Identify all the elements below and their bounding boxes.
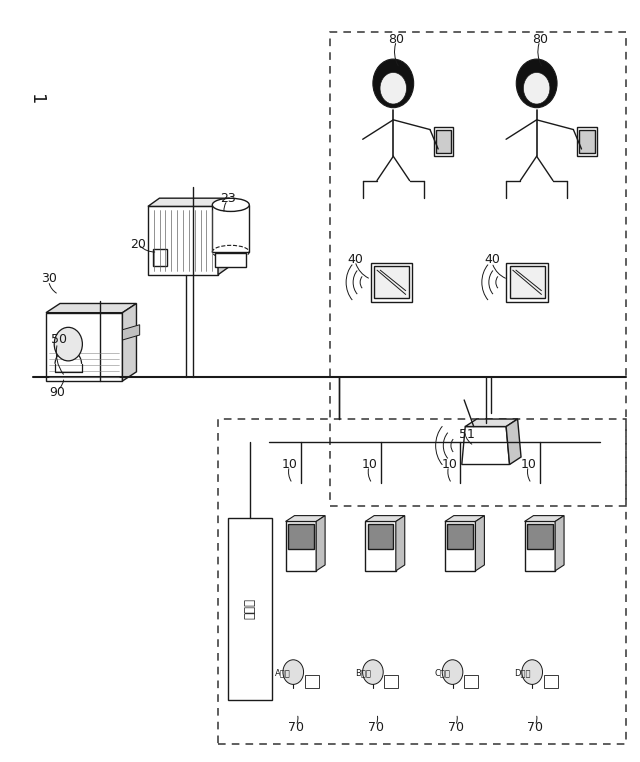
- Bar: [148, 207, 218, 275]
- Bar: [434, 127, 453, 156]
- Text: 30: 30: [41, 272, 57, 285]
- Circle shape: [373, 59, 413, 107]
- Text: 10: 10: [442, 458, 458, 471]
- Bar: [577, 127, 596, 156]
- Text: 40: 40: [484, 253, 500, 266]
- Ellipse shape: [212, 198, 249, 211]
- Bar: [368, 524, 394, 549]
- Text: 70: 70: [289, 722, 305, 735]
- Circle shape: [380, 72, 406, 104]
- Text: 70: 70: [527, 722, 543, 735]
- Bar: [385, 675, 398, 689]
- Polygon shape: [285, 516, 325, 521]
- Bar: [228, 517, 271, 700]
- Bar: [506, 263, 548, 302]
- Text: Cさん: Cさん: [435, 669, 451, 678]
- Text: 10: 10: [282, 458, 298, 471]
- Bar: [509, 267, 545, 298]
- Polygon shape: [462, 427, 509, 465]
- Polygon shape: [122, 303, 136, 381]
- Bar: [288, 524, 314, 549]
- Bar: [365, 521, 396, 571]
- Polygon shape: [122, 325, 140, 340]
- Text: Aさん: Aさん: [275, 669, 291, 678]
- Text: 各居間: 各居間: [243, 598, 257, 620]
- Polygon shape: [316, 516, 325, 571]
- Text: 20: 20: [131, 238, 147, 251]
- Polygon shape: [445, 516, 484, 521]
- Circle shape: [516, 59, 557, 107]
- Text: 51: 51: [459, 427, 474, 440]
- Text: 70: 70: [368, 722, 384, 735]
- Polygon shape: [555, 516, 564, 571]
- Circle shape: [522, 660, 543, 684]
- Text: 80: 80: [532, 33, 548, 46]
- Bar: [371, 263, 412, 302]
- Circle shape: [283, 660, 303, 684]
- Polygon shape: [46, 303, 136, 312]
- Polygon shape: [396, 516, 404, 571]
- Polygon shape: [365, 516, 404, 521]
- Bar: [445, 521, 476, 571]
- Bar: [212, 205, 249, 252]
- Polygon shape: [506, 419, 521, 465]
- Text: Bさん: Bさん: [355, 669, 371, 678]
- Text: 40: 40: [347, 253, 363, 266]
- Bar: [305, 675, 319, 689]
- Bar: [464, 675, 478, 689]
- Text: 1: 1: [28, 94, 45, 106]
- Polygon shape: [525, 516, 564, 521]
- Bar: [436, 130, 451, 153]
- Text: 23: 23: [220, 192, 236, 205]
- Bar: [374, 267, 409, 298]
- Polygon shape: [476, 516, 484, 571]
- Polygon shape: [465, 419, 518, 427]
- Bar: [447, 524, 473, 549]
- Text: 10: 10: [521, 458, 537, 471]
- Circle shape: [442, 660, 463, 684]
- Bar: [153, 249, 167, 266]
- Bar: [543, 675, 557, 689]
- Polygon shape: [218, 198, 230, 275]
- Bar: [216, 254, 246, 267]
- Polygon shape: [148, 198, 230, 207]
- Text: 10: 10: [362, 458, 378, 471]
- Bar: [579, 130, 595, 153]
- Bar: [285, 521, 316, 571]
- Text: 90: 90: [49, 386, 65, 399]
- Circle shape: [54, 328, 83, 361]
- Circle shape: [363, 660, 383, 684]
- Polygon shape: [46, 312, 122, 381]
- Text: 70: 70: [448, 722, 464, 735]
- Text: 80: 80: [388, 33, 404, 46]
- Bar: [527, 524, 552, 549]
- Text: 50: 50: [51, 333, 67, 346]
- Text: Dさん: Dさん: [514, 669, 531, 678]
- Circle shape: [524, 72, 550, 104]
- Bar: [525, 521, 555, 571]
